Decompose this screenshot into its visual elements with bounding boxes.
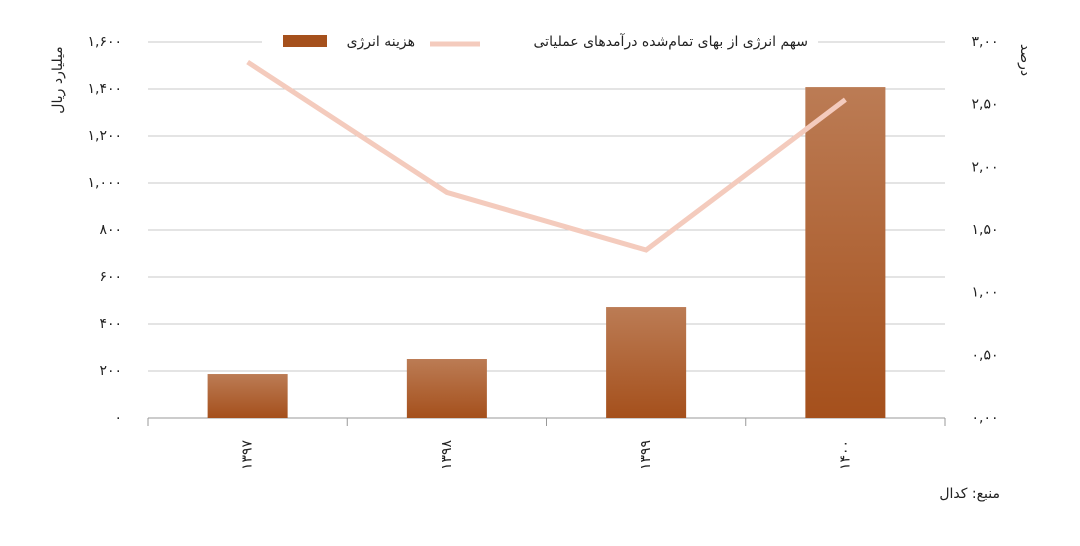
y2-tick-label: ۳,۰۰ — [971, 34, 998, 50]
y-tick-label: ۰ — [114, 410, 122, 426]
y2-tick-label: ۰,۰۰ — [971, 410, 998, 426]
y2-tick-label: ۲,۵۰ — [971, 97, 998, 113]
y-axis-label: میلیارد ریال — [50, 46, 66, 113]
y-tick-label: ۸۰۰ — [99, 222, 122, 238]
y-tick-label: ۶۰۰ — [99, 269, 122, 285]
x-tick-label: ۱۳۹۹ — [638, 440, 654, 470]
y-tick-label: ۲۰۰ — [99, 363, 122, 379]
y-tick-label: ۱,۶۰۰ — [87, 34, 122, 50]
y-tick-label: ۱,۰۰۰ — [87, 175, 122, 191]
legend-swatch — [283, 35, 327, 47]
x-tick-label: ۱۳۹۷ — [240, 439, 256, 470]
bar-shade — [207, 374, 288, 418]
y2-tick-label: ۰,۵۰ — [971, 347, 998, 363]
y2-tick-label: ۱,۰۰ — [971, 285, 998, 301]
bar-shade — [606, 307, 687, 418]
bar-shade — [406, 359, 487, 418]
source: منبع: کدال — [939, 486, 1000, 502]
y2-axis-label: درصد — [1017, 44, 1033, 76]
y2-tick-label: ۲,۰۰ — [971, 159, 998, 175]
bar-shade — [805, 87, 886, 419]
y2-tick-label: ۱,۵۰ — [971, 222, 998, 238]
legend-bg — [262, 28, 818, 56]
y-tick-label: ۱,۲۰۰ — [87, 128, 122, 144]
legend-label: هزینه انرژی — [347, 34, 415, 50]
legend-label: سهم انرژی از بهای تمام‌شده درآمدهای عملی… — [534, 33, 808, 50]
x-tick-label: ۱۴۰۰ — [837, 440, 853, 470]
line — [246, 59, 847, 253]
x-tick-label: ۱۳۹۸ — [439, 439, 455, 470]
y-tick-label: ۴۰۰ — [99, 316, 122, 332]
y-tick-label: ۱,۴۰۰ — [87, 81, 122, 97]
plot — [207, 59, 886, 419]
